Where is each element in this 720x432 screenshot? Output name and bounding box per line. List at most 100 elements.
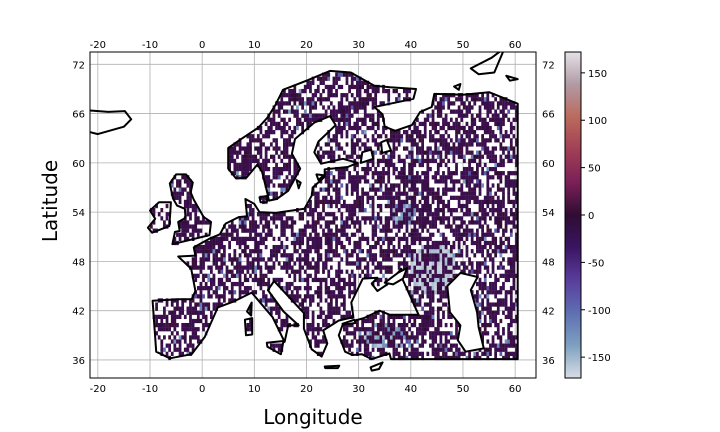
data-cell xyxy=(277,306,281,311)
data-cell xyxy=(309,244,312,250)
data-cell xyxy=(457,113,461,118)
data-cell xyxy=(382,166,385,172)
data-cell xyxy=(395,216,398,221)
data-cell xyxy=(288,179,291,184)
data-cell xyxy=(512,257,516,262)
data-cell xyxy=(327,183,331,188)
data-cell xyxy=(296,109,299,114)
data-cell xyxy=(502,281,505,287)
data-cell xyxy=(316,150,320,155)
data-cell xyxy=(496,203,500,209)
data-cell xyxy=(376,265,380,270)
data-cell xyxy=(309,113,312,118)
data-cell xyxy=(481,208,484,213)
data-cell xyxy=(473,158,477,164)
data-cell xyxy=(306,203,310,209)
data-cell xyxy=(199,290,203,295)
data-cell xyxy=(327,134,331,139)
data-cell xyxy=(460,208,464,213)
data-cell xyxy=(408,335,411,340)
data-cell xyxy=(494,277,498,283)
data-cell xyxy=(345,191,349,196)
data-cell xyxy=(431,343,435,348)
data-cell xyxy=(363,265,367,270)
data-cell xyxy=(314,232,318,237)
data-cell xyxy=(408,290,411,295)
data-cell xyxy=(290,97,294,102)
data-cell xyxy=(410,150,414,155)
data-cell xyxy=(251,158,255,164)
data-cell xyxy=(465,244,469,250)
data-cell xyxy=(361,80,365,85)
data-cell xyxy=(217,302,221,307)
data-cell xyxy=(361,101,365,106)
data-cell xyxy=(515,244,518,250)
data-cell xyxy=(382,88,385,94)
data-cell xyxy=(442,261,445,266)
data-cell xyxy=(421,187,424,192)
data-cell xyxy=(439,261,443,266)
data-cell xyxy=(241,269,245,274)
data-cell xyxy=(416,208,419,213)
data-cell xyxy=(413,273,417,278)
data-cell xyxy=(494,322,498,328)
data-cell xyxy=(429,343,432,348)
data-cell xyxy=(410,134,414,139)
data-cell xyxy=(249,138,252,143)
data-cell xyxy=(392,138,396,143)
data-cell xyxy=(455,138,458,143)
data-cell xyxy=(382,224,385,229)
data-cell xyxy=(376,335,380,340)
data-cell xyxy=(449,265,453,270)
data-cell xyxy=(379,347,383,352)
data-cell xyxy=(288,171,291,176)
data-cell xyxy=(481,335,484,340)
data-cell xyxy=(486,171,490,176)
lat-tick-label-right: 48 xyxy=(542,257,555,268)
data-cell xyxy=(431,318,435,324)
data-cell xyxy=(298,244,302,250)
data-cell xyxy=(483,117,487,122)
data-cell xyxy=(509,265,513,270)
data-cell xyxy=(340,101,344,106)
data-cell xyxy=(212,249,216,254)
data-cell xyxy=(332,93,336,98)
data-cell xyxy=(371,175,375,180)
data-cell xyxy=(335,240,338,246)
data-cell xyxy=(342,220,346,225)
data-cell xyxy=(426,240,430,246)
data-cell xyxy=(194,203,198,209)
data-cell xyxy=(476,93,479,98)
data-cell xyxy=(306,290,310,295)
data-cell xyxy=(460,187,464,192)
data-cell xyxy=(473,253,477,258)
data-cell xyxy=(434,351,438,356)
data-cell xyxy=(434,269,438,274)
data-cell xyxy=(431,138,435,143)
data-cell xyxy=(418,351,422,356)
data-cell xyxy=(173,306,177,311)
data-cell xyxy=(345,142,349,147)
data-cell xyxy=(249,232,252,237)
data-cell xyxy=(316,199,320,205)
data-cell xyxy=(176,306,179,311)
data-cell xyxy=(311,310,315,315)
data-cell xyxy=(249,322,252,328)
data-cell xyxy=(423,261,427,266)
data-cell xyxy=(288,88,291,94)
data-cell xyxy=(306,249,310,254)
data-cell xyxy=(327,290,331,295)
data-cell xyxy=(306,306,310,311)
data-cell xyxy=(402,347,406,352)
data-cell xyxy=(374,138,378,143)
data-cell xyxy=(478,224,482,229)
data-cell xyxy=(223,273,226,278)
data-cell xyxy=(423,236,427,242)
data-cell xyxy=(204,249,208,254)
data-cell xyxy=(423,220,427,225)
data-cell xyxy=(348,290,351,295)
data-cell xyxy=(509,158,513,164)
data-cell xyxy=(421,355,424,361)
data-cell xyxy=(496,277,500,283)
data-cell xyxy=(348,203,351,209)
